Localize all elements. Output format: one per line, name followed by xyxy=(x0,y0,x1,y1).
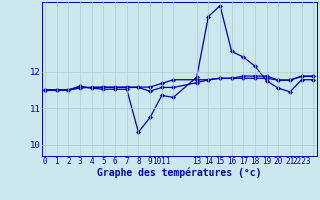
X-axis label: Graphe des températures (°c): Graphe des températures (°c) xyxy=(97,168,261,178)
